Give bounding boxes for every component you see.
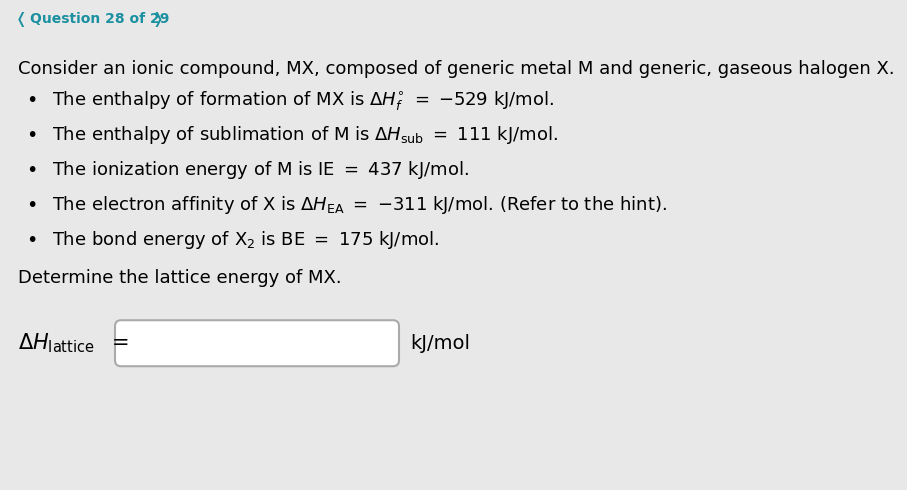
Text: The bond energy of $\mathrm{X}_2$ is $\mathrm{BE}$ $=$ $175$ kJ/mol.: The bond energy of $\mathrm{X}_2$ is $\m… (52, 229, 439, 251)
Text: Question 28 of 29: Question 28 of 29 (30, 12, 170, 26)
Text: kJ/mol: kJ/mol (410, 334, 470, 353)
Text: •: • (26, 196, 38, 215)
Text: The enthalpy of formation of MX is $\Delta H^{\circ}_{f}$ $=$ $-529$ kJ/mol.: The enthalpy of formation of MX is $\Del… (52, 89, 554, 112)
Text: ❬: ❬ (15, 12, 27, 26)
Text: •: • (26, 231, 38, 250)
Text: Consider an ionic compound, MX, composed of generic metal M and generic, gaseous: Consider an ionic compound, MX, composed… (18, 60, 894, 78)
FancyBboxPatch shape (115, 320, 399, 366)
Text: Determine the lattice energy of MX.: Determine the lattice energy of MX. (18, 269, 342, 287)
Text: $\Delta H_\mathrm{lattice}$  $=$: $\Delta H_\mathrm{lattice}$ $=$ (18, 331, 129, 355)
Text: The electron affinity of X is $\Delta H_\mathrm{EA}$ $=$ $-311$ kJ/mol. (Refer t: The electron affinity of X is $\Delta H_… (52, 194, 667, 216)
Text: The ionization energy of M is $\mathrm{IE}$ $=$ $437$ kJ/mol.: The ionization energy of M is $\mathrm{I… (52, 159, 469, 181)
Text: •: • (26, 161, 38, 180)
Text: ❭: ❭ (151, 12, 164, 26)
Text: •: • (26, 126, 38, 145)
Text: •: • (26, 91, 38, 110)
Text: The enthalpy of sublimation of M is $\Delta H_\mathrm{sub}$ $=$ $111$ kJ/mol.: The enthalpy of sublimation of M is $\De… (52, 124, 558, 146)
